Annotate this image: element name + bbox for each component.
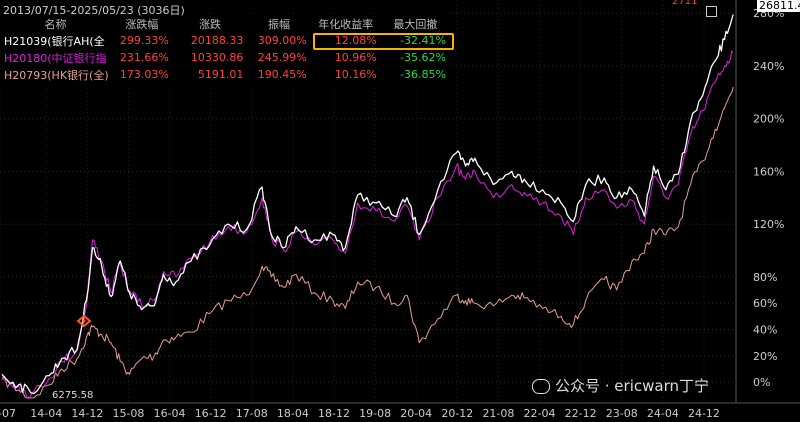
top-value-label: 26811.4	[757, 0, 800, 12]
x-tick-label: 19-08	[359, 407, 391, 420]
x-tick-label: 17-08	[236, 407, 268, 420]
x-tick-label: 18-04	[277, 407, 309, 420]
square-icon[interactable]	[706, 6, 717, 17]
series-lines	[1, 14, 734, 400]
col-annual-return-header: 年化收益率	[318, 17, 374, 31]
col-amplitude-header: 振幅	[268, 17, 291, 31]
x-tick-label: 24-04	[647, 407, 679, 420]
x-tick-label: 14-04	[30, 407, 62, 420]
series-line	[1, 50, 734, 400]
y-axis: 0%20%40%60%80%120%160%200%240%280%	[735, 0, 784, 402]
x-tick-label: 21-08	[482, 407, 514, 420]
watermark: 公众号 · ericwarn丁宁	[532, 375, 709, 396]
date-range-label: 2013/07/15-2025/05/23 (3036日)	[3, 4, 185, 17]
annual-return-value: 10.16%	[334, 68, 377, 81]
max-drawdown-value: -32.41%	[400, 34, 446, 47]
x-tick-label: 16-12	[195, 407, 227, 420]
y-tick-label: 200%	[753, 113, 784, 126]
x-tick-label: 20-12	[441, 407, 473, 420]
diamond-marker-dot	[82, 319, 86, 323]
table-row[interactable]: H20180(中证银行指 231.66% 10330.86 245.99% 10…	[0, 49, 450, 66]
series-line	[1, 14, 734, 395]
y-tick-label: 40%	[753, 324, 777, 337]
amplitude-value: 245.99%	[257, 51, 307, 64]
series-line	[1, 86, 734, 399]
grid	[0, 0, 735, 402]
series-name: H20793(HK银行(全)	[4, 68, 109, 82]
watermark-text: 公众号 · ericwarn丁宁	[555, 377, 709, 395]
x-tick-label: 14-12	[71, 407, 103, 420]
x-axis: 13-07 14-04 14-12 15-08 16-04 16-12 17-08 18-04…	[0, 402, 800, 420]
col-change-pct-header: 涨跌幅	[125, 17, 159, 31]
change-value: 10330.86	[190, 51, 244, 64]
series-name: H20180(中证银行指	[4, 51, 107, 65]
col-name-header: 名称	[44, 17, 67, 31]
amplitude-value: 190.45%	[257, 68, 307, 81]
y-tick-label: 60%	[753, 297, 777, 310]
x-tick-label: 20-04	[400, 407, 432, 420]
x-tick-label: 23-08	[606, 407, 638, 420]
event-marker	[76, 314, 92, 328]
x-tick-label: 18-12	[318, 407, 350, 420]
change-pct-value: 231.66%	[119, 51, 169, 64]
x-tick-label: 15-08	[112, 407, 144, 420]
x-tick-label: 22-12	[565, 407, 597, 420]
y-tick-label: 80%	[753, 271, 777, 284]
wechat-icon	[532, 379, 550, 394]
x-tick-label: 24-12	[688, 407, 720, 420]
change-pct-value: 173.03%	[119, 68, 169, 81]
table-row[interactable]: H20793(HK银行(全) 173.03% 5191.01 190.45% 1…	[0, 66, 450, 83]
y-tick-label: 160%	[753, 165, 784, 178]
top-red-value: 2711	[672, 0, 698, 7]
y-tick-label: 240%	[753, 60, 784, 73]
annual-return-value: 10.96%	[334, 51, 377, 64]
diamond-marker	[76, 314, 92, 328]
change-value: 5191.01	[197, 68, 244, 81]
x-tick-label: 16-04	[154, 407, 186, 420]
annual-return-value: 12.08%	[334, 34, 377, 47]
col-change-header: 涨跌	[199, 17, 222, 31]
min-value-label: 6275.58	[52, 390, 94, 401]
y-tick-label: 0%	[753, 376, 770, 389]
y-tick-label: 20%	[753, 350, 777, 363]
change-pct-value: 299.33%	[119, 34, 169, 47]
stats-header-row: 名称 涨跌幅 涨跌 振幅 年化收益率 最大回撤	[0, 15, 450, 32]
annual-return-highlight-box	[313, 33, 454, 50]
stats-table: 名称 涨跌幅 涨跌 振幅 年化收益率 最大回撤 H21039(银行AH(全 29…	[0, 15, 450, 83]
x-tick-label: 22-04	[524, 407, 556, 420]
stats-panel: 2013/07/15-2025/05/23 (3036日) 名称 涨跌幅 涨跌 …	[0, 0, 450, 88]
max-drawdown-value: -36.85%	[400, 68, 446, 81]
x-tick-label: 13-07	[0, 407, 16, 420]
max-drawdown-value: -35.62%	[400, 51, 446, 64]
change-value: 20188.33	[190, 34, 244, 47]
series-name: H21039(银行AH(全	[4, 34, 105, 48]
amplitude-value: 309.00%	[257, 34, 307, 47]
col-max-drawdown-header: 最大回撤	[393, 17, 438, 31]
y-tick-label: 120%	[753, 218, 784, 231]
table-row[interactable]: H21039(银行AH(全 299.33% 20188.33 309.00% 1…	[0, 32, 450, 49]
